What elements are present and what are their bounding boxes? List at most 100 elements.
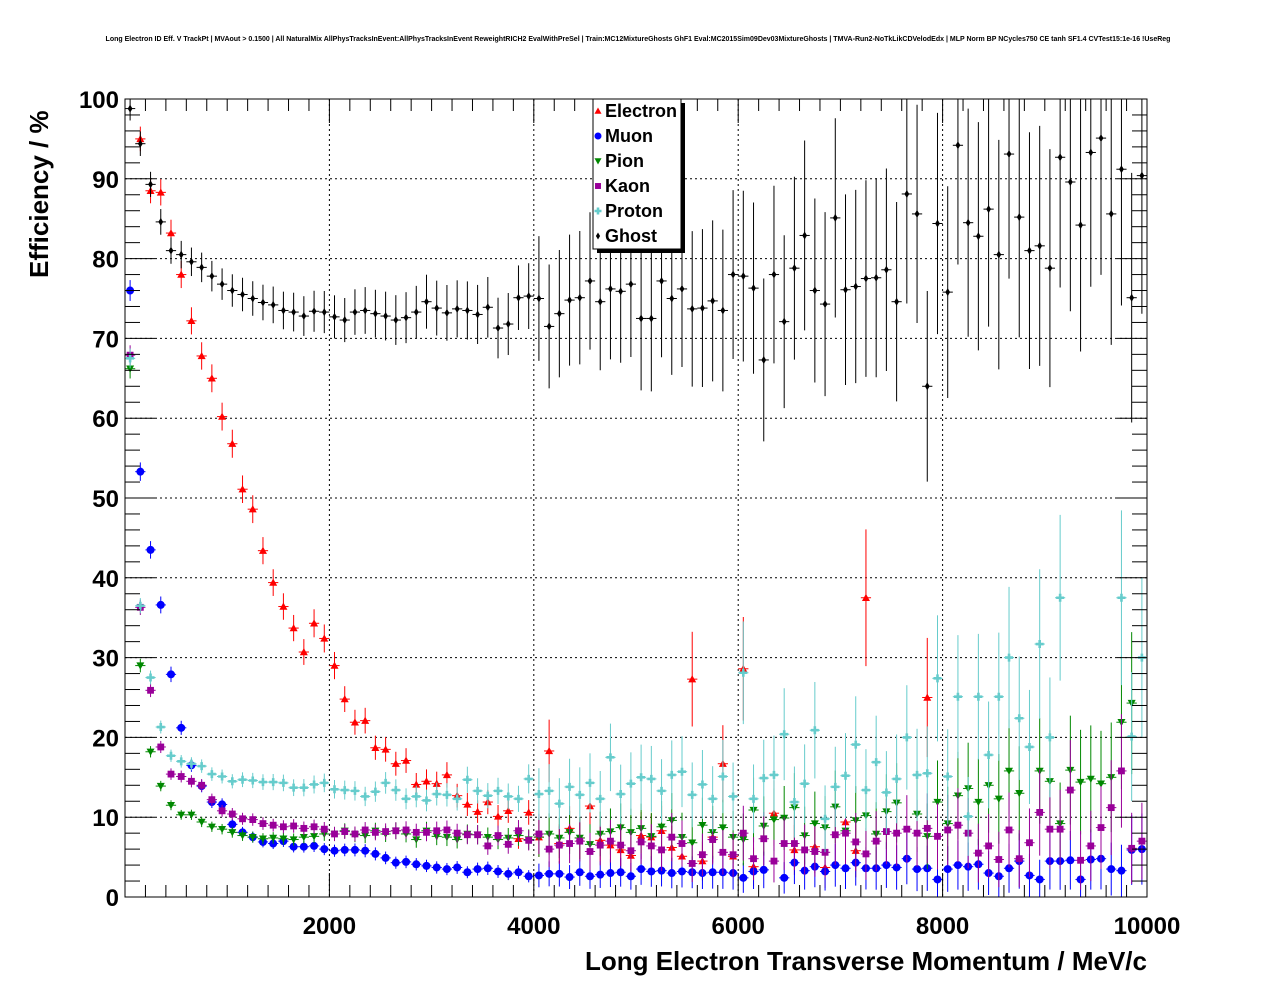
data-point — [1066, 786, 1074, 794]
data-point — [565, 782, 574, 791]
data-point — [218, 772, 227, 781]
data-point — [586, 778, 595, 787]
data-point — [177, 723, 186, 732]
data-point — [935, 219, 940, 228]
data-point — [740, 272, 746, 281]
data-point — [1056, 825, 1064, 833]
data-point — [1117, 866, 1126, 875]
y-tick-label: 40 — [92, 566, 119, 593]
data-point — [913, 865, 922, 874]
x-tick-label: 10000 — [1114, 913, 1181, 940]
data-point — [892, 863, 901, 872]
data-point — [228, 829, 237, 837]
data-point — [434, 304, 440, 313]
data-point — [699, 851, 706, 859]
data-point — [258, 546, 267, 554]
legend-label: Muon — [605, 126, 653, 146]
data-point — [453, 794, 462, 803]
data-point — [953, 692, 962, 701]
data-point — [894, 297, 900, 306]
legend-marker — [594, 207, 602, 215]
data-point — [761, 355, 767, 364]
data-point — [483, 864, 492, 873]
data-point — [289, 836, 298, 844]
data-point — [586, 872, 595, 881]
data-point — [444, 308, 450, 317]
data-points — [125, 99, 1147, 897]
data-point — [228, 810, 236, 818]
data-point — [197, 762, 206, 771]
data-point — [432, 790, 441, 799]
data-point — [688, 860, 696, 867]
data-point — [556, 309, 562, 318]
data-point — [841, 771, 850, 780]
series-proton — [125, 348, 1147, 856]
data-point — [166, 229, 175, 237]
data-point — [1046, 825, 1054, 833]
y-tick-label: 0 — [106, 885, 119, 912]
data-point — [156, 188, 165, 196]
data-point — [974, 798, 983, 807]
data-point — [903, 825, 911, 833]
data-point — [362, 306, 368, 315]
data-point — [986, 205, 991, 214]
data-point — [831, 782, 840, 791]
data-point — [340, 695, 349, 703]
data-point — [1117, 593, 1126, 602]
data-point — [188, 777, 195, 785]
data-point — [995, 856, 1003, 863]
data-point — [718, 772, 727, 781]
data-point — [299, 783, 308, 792]
data-point — [219, 280, 225, 289]
data-point — [258, 778, 267, 787]
data-point — [698, 780, 707, 789]
data-point — [781, 317, 787, 326]
data-point — [177, 757, 186, 766]
data-point — [413, 308, 419, 317]
data-point — [504, 792, 513, 801]
data-point — [494, 832, 502, 839]
data-point — [555, 799, 564, 808]
data-point — [299, 648, 308, 656]
y-tick-label: 100 — [79, 87, 119, 114]
data-point — [1098, 134, 1104, 143]
data-point — [1006, 150, 1012, 159]
data-point — [771, 270, 777, 279]
data-point — [943, 865, 952, 874]
data-point — [985, 842, 992, 850]
data-point — [709, 836, 717, 843]
data-point — [606, 869, 615, 878]
data-point — [1016, 213, 1022, 222]
data-point — [975, 232, 981, 241]
data-point — [647, 842, 655, 850]
data-point — [402, 794, 411, 803]
data-point — [769, 816, 778, 824]
data-point — [126, 354, 135, 363]
series-ghost — [125, 99, 1147, 482]
data-point — [954, 821, 962, 829]
data-point — [575, 868, 584, 877]
series-muon — [125, 280, 1147, 897]
data-point — [566, 840, 573, 847]
data-point — [208, 796, 216, 804]
data-point — [422, 796, 431, 805]
data-point — [371, 849, 380, 858]
data-point — [403, 313, 409, 322]
data-point — [300, 824, 308, 832]
data-point — [485, 303, 491, 312]
data-point — [136, 662, 145, 670]
data-point — [494, 867, 503, 876]
data-point — [526, 292, 532, 301]
data-point — [391, 759, 400, 767]
data-point — [248, 776, 257, 785]
data-point — [739, 668, 748, 677]
data-point — [391, 858, 400, 867]
legend-marker — [594, 107, 602, 114]
data-point — [166, 670, 175, 679]
data-point — [749, 794, 758, 803]
data-point — [290, 822, 298, 830]
data-point — [475, 310, 480, 319]
data-point — [750, 855, 757, 863]
data-point — [943, 772, 952, 781]
